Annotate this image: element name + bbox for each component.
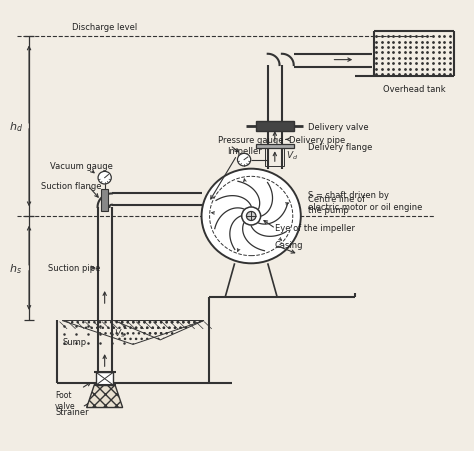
Circle shape — [237, 154, 251, 166]
Text: Centre line of
the pump: Centre line of the pump — [308, 194, 365, 215]
Text: Discharge level: Discharge level — [72, 23, 137, 32]
Polygon shape — [87, 385, 123, 408]
Circle shape — [242, 207, 261, 226]
Text: Impeller: Impeller — [228, 147, 262, 156]
Text: Eye of the impeller: Eye of the impeller — [275, 224, 355, 233]
Text: Vacuum gauge: Vacuum gauge — [50, 161, 113, 170]
Text: Sump: Sump — [62, 338, 86, 347]
Circle shape — [98, 172, 111, 184]
Text: $h_s$: $h_s$ — [9, 261, 22, 275]
Text: Strainer: Strainer — [55, 408, 89, 417]
Bar — [96, 373, 113, 385]
Bar — [256, 145, 294, 149]
Text: Suction flange: Suction flange — [41, 181, 101, 190]
Bar — [101, 189, 108, 212]
Bar — [256, 122, 294, 132]
Text: $h_d$: $h_d$ — [9, 120, 23, 133]
Text: $V_s$: $V_s$ — [114, 327, 126, 339]
Text: Overhead tank: Overhead tank — [383, 85, 446, 94]
Text: Delivery flange: Delivery flange — [308, 143, 372, 151]
Text: Delivery valve: Delivery valve — [308, 123, 368, 132]
Text: Foot
valve: Foot valve — [55, 391, 76, 410]
Text: $V_d$: $V_d$ — [286, 149, 298, 161]
Text: S = shaft driven by
electric motor or oil engine: S = shaft driven by electric motor or oi… — [308, 190, 422, 211]
Circle shape — [201, 169, 301, 264]
Text: Pressure gauge: Pressure gauge — [218, 136, 283, 145]
Circle shape — [246, 212, 256, 221]
Text: Suction pipe: Suction pipe — [48, 264, 100, 273]
Bar — [265, 145, 284, 167]
Text: Delivery pipe: Delivery pipe — [289, 136, 345, 145]
Text: Casing: Casing — [275, 240, 303, 249]
